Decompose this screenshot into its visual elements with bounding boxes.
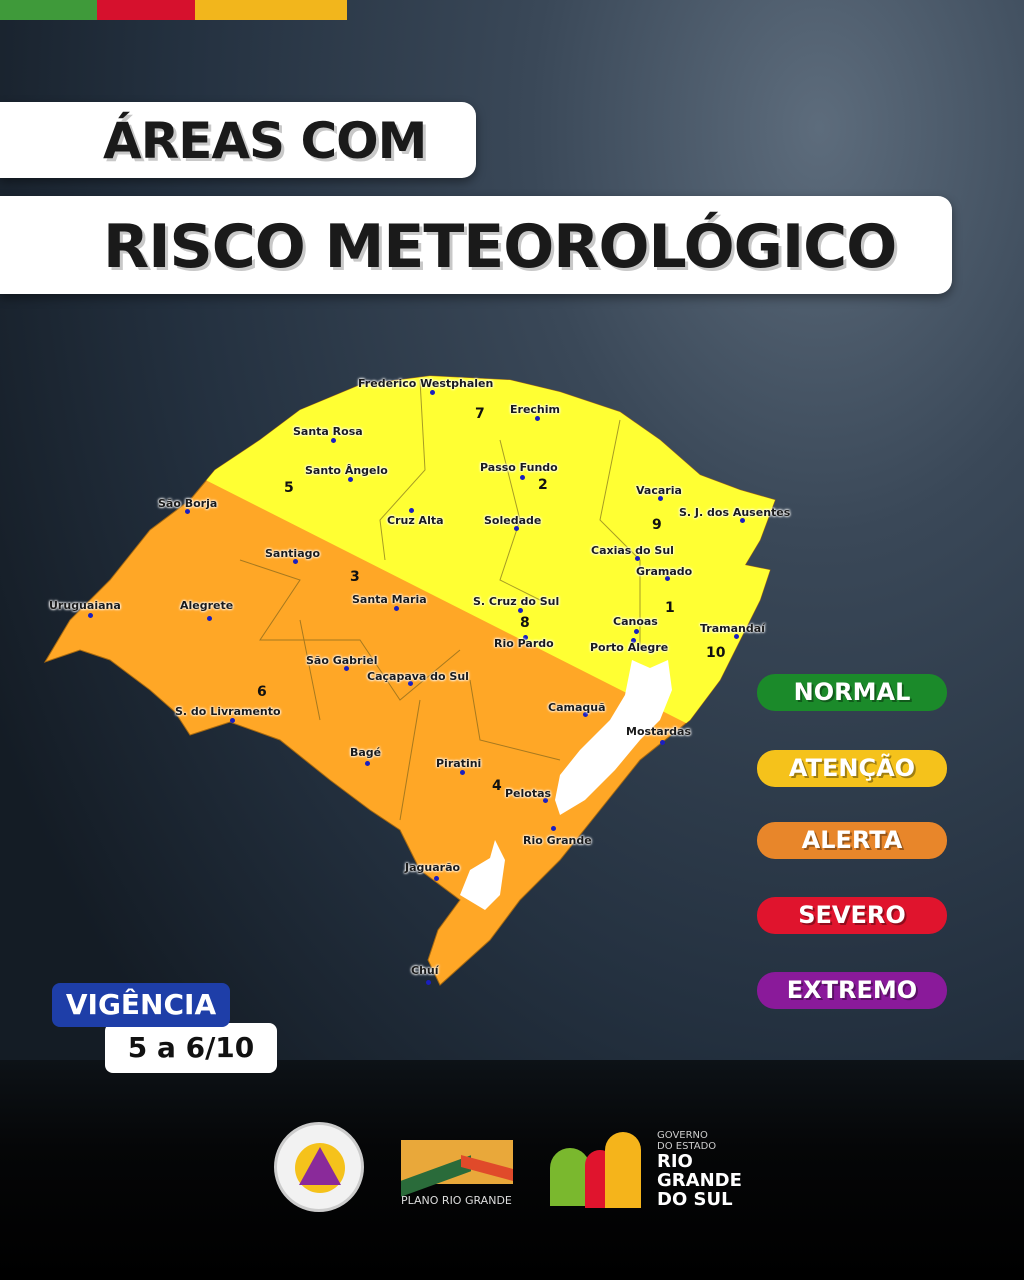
city-label: Santo Ângelo xyxy=(305,464,388,477)
city-label: Passo Fundo xyxy=(480,461,558,474)
city-marker xyxy=(460,770,465,775)
region-number: 7 xyxy=(475,406,485,422)
lagoa-mirim xyxy=(460,840,505,910)
city-label: Pelotas xyxy=(505,787,552,800)
region-number: 4 xyxy=(492,778,502,794)
city-label: Frederico Westphalen xyxy=(358,377,494,390)
city-marker xyxy=(408,681,413,686)
region-number: 2 xyxy=(538,477,548,493)
legend-alerta: ALERTA xyxy=(757,822,947,859)
flag-strip-yellow xyxy=(195,0,347,20)
city-label: Rio Pardo xyxy=(494,637,554,650)
city-marker xyxy=(88,613,93,618)
city-marker xyxy=(665,576,670,581)
legend-severo: SEVERO xyxy=(757,897,947,934)
flag-strip-green xyxy=(0,0,97,20)
city-label: Uruguaiana xyxy=(49,599,121,612)
city-marker xyxy=(409,508,414,513)
region-number: 8 xyxy=(520,615,530,631)
city-marker xyxy=(230,718,235,723)
city-marker xyxy=(365,761,370,766)
city-label: S. J. dos Ausentes xyxy=(679,506,791,519)
city-marker xyxy=(430,390,435,395)
governo-rs-logo: GOVERNO DO ESTADO RIO GRANDE DO SUL xyxy=(550,1130,742,1210)
city-marker xyxy=(344,666,349,671)
plano-rio-grande-logo: PLANO RIO GRANDE xyxy=(401,1138,513,1208)
city-marker xyxy=(631,638,636,643)
city-marker xyxy=(635,556,640,561)
city-marker xyxy=(514,526,519,531)
city-label: Vacaria xyxy=(636,484,682,497)
validity-dates: 5 a 6/10 xyxy=(105,1023,277,1073)
city-label: Rio Grande xyxy=(523,834,592,847)
title-box-2: RISCO METEOROLÓGICO xyxy=(0,196,952,294)
city-label: Erechim xyxy=(510,403,560,416)
city-label: Tramandaí xyxy=(700,622,765,635)
region-borders xyxy=(239,379,641,821)
city-marker xyxy=(535,416,540,421)
city-label: S. do Livramento xyxy=(175,705,281,718)
title-box-1: ÁREAS COM xyxy=(0,102,476,178)
city-label: São Borja xyxy=(158,497,218,510)
city-label: Cruz Alta xyxy=(387,514,444,527)
city-label: Mostardas xyxy=(626,725,692,738)
title-line-1: ÁREAS COM xyxy=(103,112,427,170)
city-marker xyxy=(185,509,190,514)
city-marker xyxy=(523,635,528,640)
legend-normal: NORMAL xyxy=(757,674,947,711)
city-marker xyxy=(634,629,639,634)
city-marker xyxy=(426,980,431,985)
city-marker xyxy=(660,740,665,745)
city-marker xyxy=(331,438,336,443)
city-label: Chuí xyxy=(411,964,439,977)
region-number: 10 xyxy=(706,645,726,661)
city-label: Alegrete xyxy=(180,599,234,612)
city-marker xyxy=(658,496,663,501)
city-label: Piratini xyxy=(436,757,482,770)
city-label: Soledade xyxy=(484,514,542,527)
defesa-civil-logo xyxy=(274,1122,364,1212)
city-label: Santiago xyxy=(265,547,321,560)
city-label: Santa Maria xyxy=(352,593,427,606)
legend-extremo: EXTREMO xyxy=(757,972,947,1009)
city-marker xyxy=(740,518,745,523)
region-number: 3 xyxy=(350,569,360,585)
city-marker xyxy=(394,606,399,611)
city-marker xyxy=(543,798,548,803)
city-label: Jaguarão xyxy=(405,861,461,874)
city-label: Canoas xyxy=(613,615,658,628)
city-marker xyxy=(434,876,439,881)
city-label: Porto Alegre xyxy=(590,641,669,654)
city-marker xyxy=(348,477,353,482)
city-marker xyxy=(207,616,212,621)
city-label: Camaquã xyxy=(548,701,606,714)
region-number: 5 xyxy=(284,480,294,496)
city-label: S. Cruz do Sul xyxy=(473,595,560,608)
city-label: Bagé xyxy=(350,746,382,759)
city-label: São Gabriel xyxy=(306,654,378,667)
validity-label: VIGÊNCIA xyxy=(52,983,230,1027)
city-marker xyxy=(518,608,523,613)
region-number: 9 xyxy=(652,517,662,533)
city-label: Caçapava do Sul xyxy=(367,670,469,683)
city-marker xyxy=(583,712,588,717)
city-marker xyxy=(551,826,556,831)
city-label: Santa Rosa xyxy=(293,425,363,438)
legend-atencao: ATENÇÃO xyxy=(757,750,947,787)
lagoa-dos-patos xyxy=(555,660,672,815)
flag-strip-red xyxy=(97,0,195,20)
city-marker xyxy=(520,475,525,480)
title-line-2: RISCO METEOROLÓGICO xyxy=(103,212,897,282)
region-number: 6 xyxy=(257,684,267,700)
region-number: 1 xyxy=(665,600,675,616)
city-marker xyxy=(734,634,739,639)
city-marker xyxy=(293,559,298,564)
city-label: Gramado xyxy=(636,565,693,578)
city-label: Caxias do Sul xyxy=(591,544,674,557)
